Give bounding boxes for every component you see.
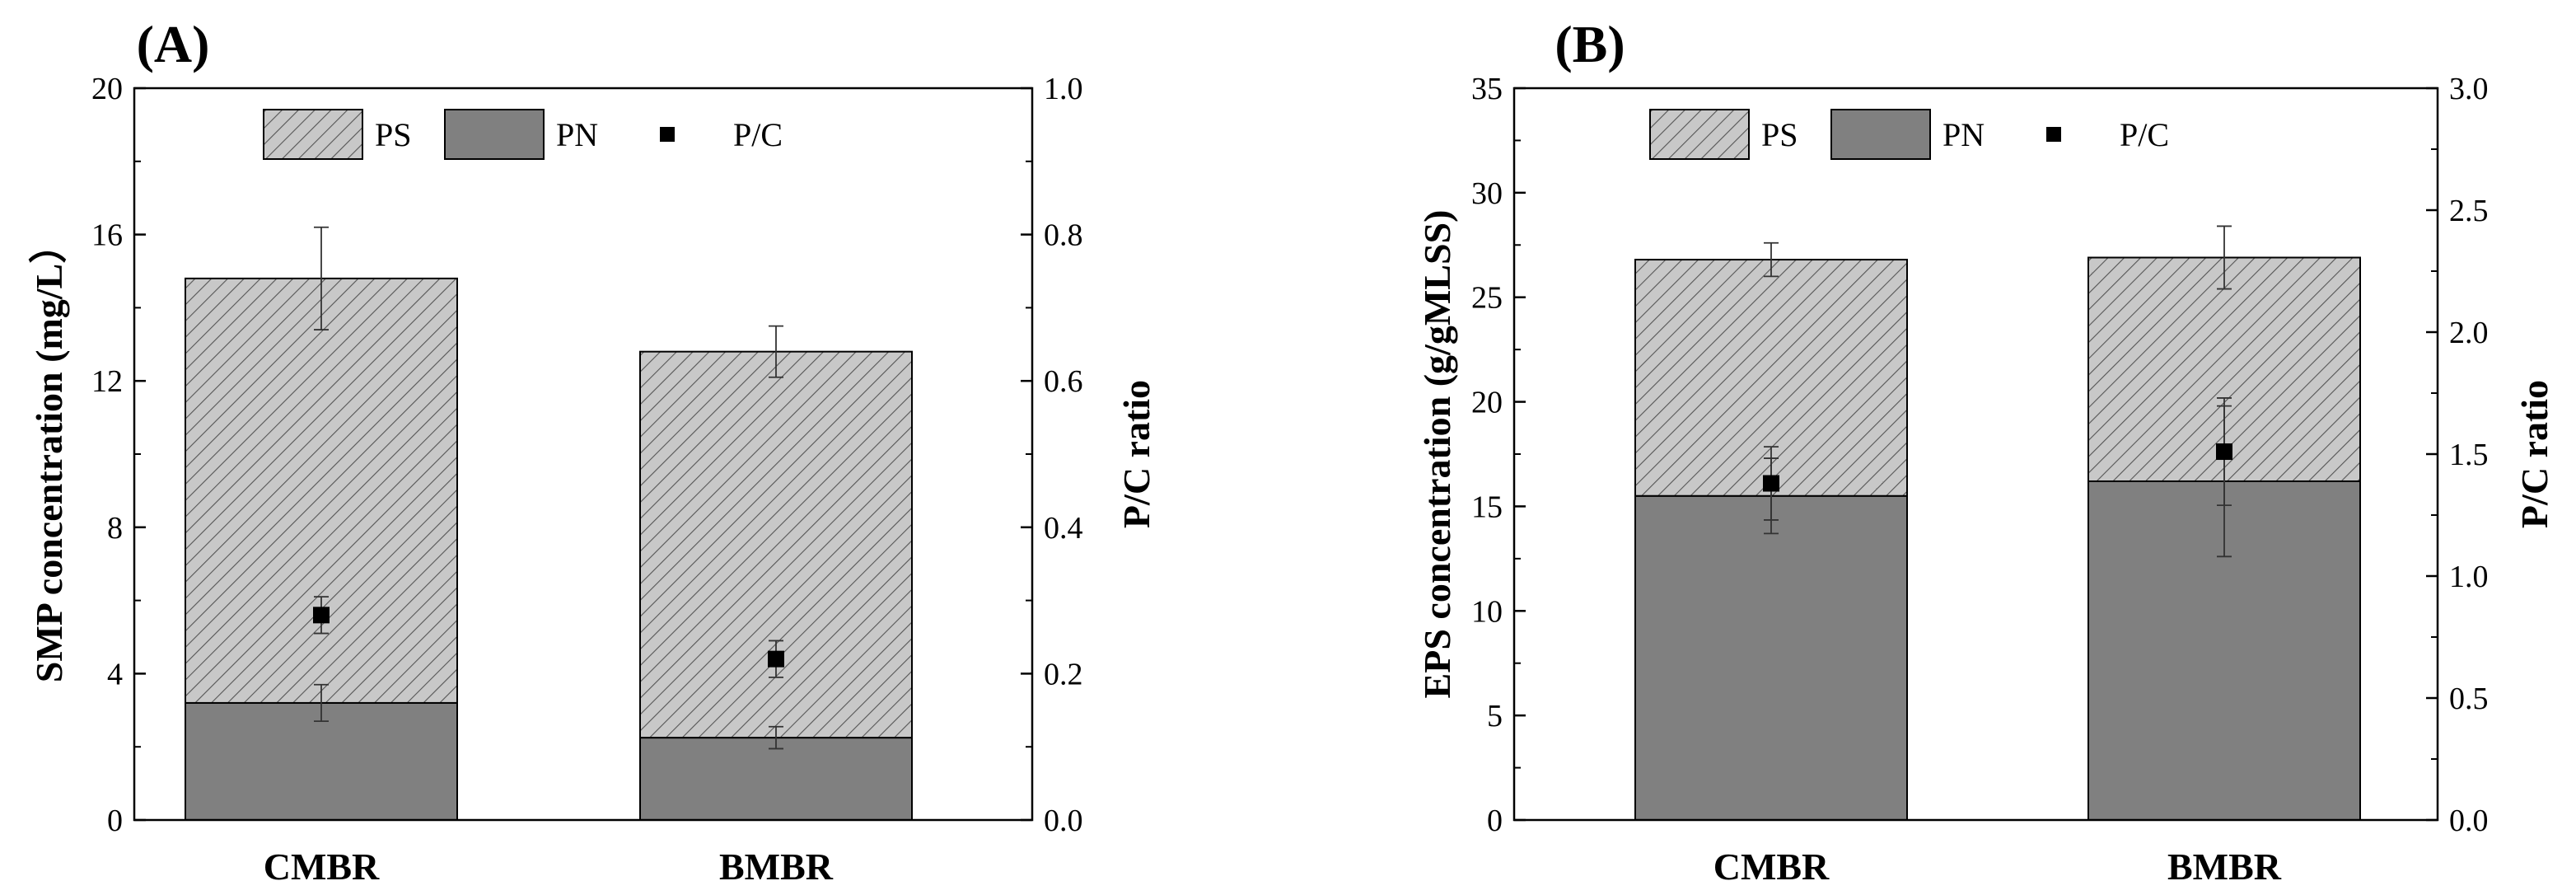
y-tick-label: 8: [107, 511, 123, 546]
error-bar-ps-cmbr: [1764, 241, 1779, 278]
y-right-tick-label: 1.0: [1044, 72, 1083, 106]
y-right-tick-label: 1.5: [2449, 438, 2489, 472]
legend-label-pn: PN: [1943, 116, 1985, 153]
point-pc-bmbr: [768, 650, 784, 668]
y-right-tick-label: 0.0: [2449, 804, 2489, 838]
y-tick-label: 30: [1471, 176, 1503, 211]
error-bar-ps-cmbr: [314, 226, 329, 330]
legend-label-ps: PS: [375, 116, 412, 153]
bar-ps-bmbr: [639, 350, 913, 739]
bar-pn-cmbr: [1634, 494, 1908, 821]
legend-label-pc: P/C: [2120, 116, 2169, 153]
legend-swatch-ps: [1649, 109, 1750, 160]
y-tick-label: 0: [1487, 804, 1503, 838]
bar-pn-bmbr: [639, 737, 913, 821]
chart-panel-a: (A) CMBR BMBR 0 4 8 12 16 20 0.0 0.2 0.4 0.6 0.8 1.0 SM…: [28, 15, 1157, 888]
error-bar-pn-cmbr: [314, 683, 329, 723]
legend-label-ps: PS: [1761, 116, 1798, 153]
y-right-tick-label: 0.5: [2449, 682, 2489, 716]
legend: PS PN P/C: [1649, 109, 2169, 160]
y-tick-label: 15: [1471, 490, 1503, 524]
legend-marker-pc: [660, 127, 675, 142]
y-right-tick-label: 0.8: [1044, 218, 1083, 253]
y-tick-label: 20: [91, 72, 123, 106]
chart-panel-b: (B) CMBR BMBR 0 5 10 15 20 25 30 35 0.0 0.5 1.0 1.5 2.0…: [1416, 15, 2555, 888]
y-right-axis-title: P/C ratio: [1115, 380, 1157, 528]
y-tick-label: 4: [107, 657, 123, 691]
y-tick-label: 5: [1487, 699, 1503, 733]
y-tick-label: 35: [1471, 72, 1503, 106]
point-pc-cmbr: [1763, 475, 1779, 492]
legend-swatch-pn: [444, 109, 545, 160]
y-axis-title: SMP concentration (mg/L）: [28, 226, 70, 683]
y-tick-label: 20: [1471, 386, 1503, 420]
y-right-axis-title: P/C ratio: [2513, 380, 2555, 528]
y-right-tick-label: 0.6: [1044, 364, 1083, 399]
y-tick-label: 10: [1471, 594, 1503, 629]
y-right-tick-label: 2.5: [2449, 194, 2489, 228]
legend-label-pc: P/C: [733, 116, 783, 153]
error-bar-ps-bmbr: [769, 325, 783, 378]
x-tick-label-bmbr: BMBR: [719, 846, 834, 888]
y-tick-label: 12: [91, 364, 123, 399]
y-axis-title: EPS concentration (g/gMLSS): [1416, 210, 1458, 699]
legend-swatch-ps: [263, 109, 363, 160]
x-tick-label-bmbr: BMBR: [2167, 846, 2282, 888]
legend-marker-pc: [2046, 127, 2061, 142]
error-bar-pn-bmbr: [769, 725, 783, 750]
y-tick-label: 16: [91, 218, 123, 253]
panel-label: (B): [1554, 15, 1625, 73]
legend-label-pn: PN: [556, 116, 598, 153]
point-pc-bmbr: [2216, 443, 2232, 461]
y-right-tick-label: 2.0: [2449, 316, 2489, 350]
bar-pn-cmbr: [185, 701, 458, 821]
y-right-tick-label: 0.4: [1044, 511, 1083, 546]
point-pc-cmbr: [313, 607, 330, 624]
bar-ps-cmbr: [185, 277, 458, 704]
legend-swatch-pn: [1830, 109, 1931, 160]
legend: PS PN P/C: [263, 109, 783, 160]
panel-label: (A): [137, 15, 210, 73]
y-right-tick-label: 3.0: [2449, 72, 2489, 106]
y-right-tick-label: 0.0: [1044, 804, 1083, 838]
error-bar-ps-bmbr: [2217, 225, 2232, 290]
y-tick-label: 0: [107, 804, 123, 838]
x-tick-label-cmbr: CMBR: [264, 846, 380, 888]
y-right-tick-label: 0.2: [1044, 657, 1083, 691]
y-tick-label: 25: [1471, 281, 1503, 316]
x-tick-label-cmbr: CMBR: [1713, 846, 1830, 888]
y-right-tick-label: 1.0: [2449, 560, 2489, 594]
